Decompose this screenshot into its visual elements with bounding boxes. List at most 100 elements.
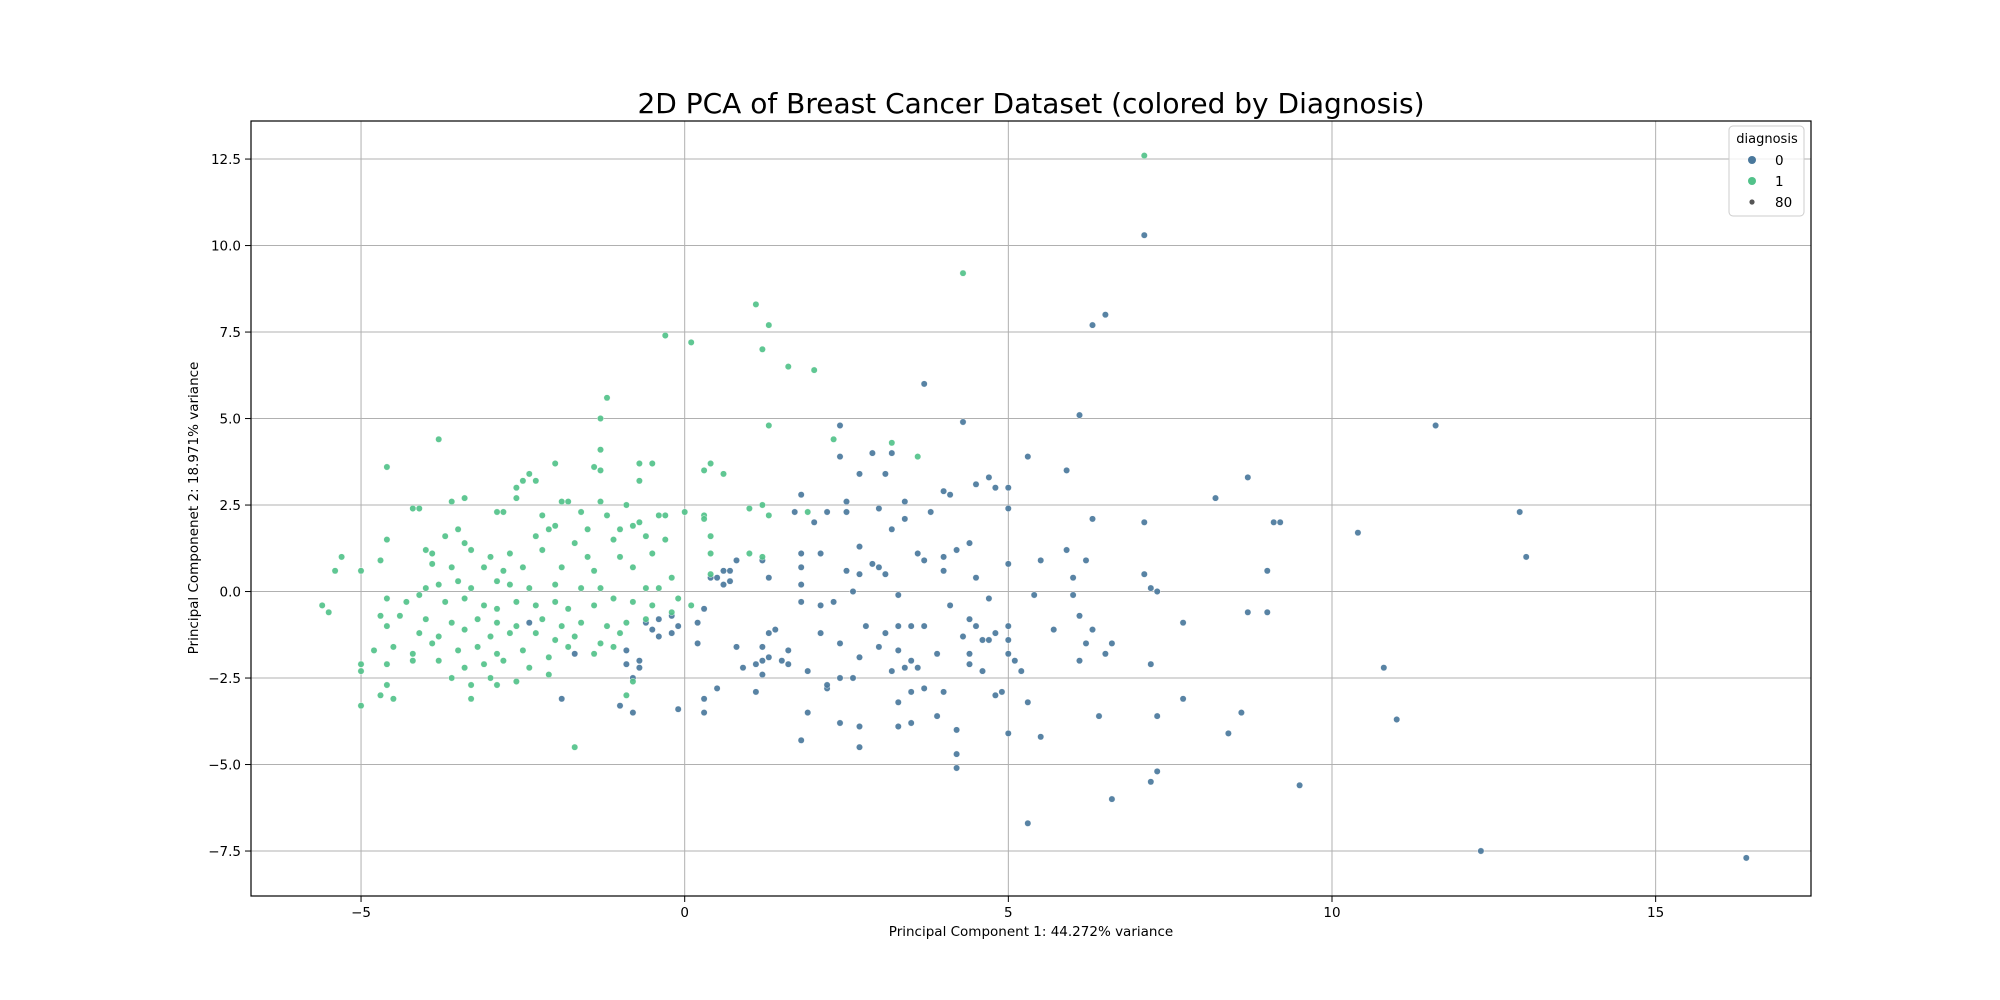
data-point <box>448 498 456 505</box>
y-tick-label: 5.0 <box>220 412 241 428</box>
data-point <box>648 460 656 467</box>
data-point <box>636 664 643 672</box>
data-point <box>499 508 507 516</box>
data-point <box>1393 716 1401 723</box>
legend: diagnosis 0 1 80 <box>1728 125 1805 217</box>
data-point <box>448 563 456 571</box>
data-point <box>966 539 973 547</box>
data-point <box>1082 640 1090 647</box>
data-point <box>493 681 501 689</box>
data-point <box>797 581 805 588</box>
data-point <box>1516 508 1524 516</box>
y-tick-label: 0.0 <box>220 585 241 601</box>
data-point <box>759 657 766 665</box>
data-point <box>318 602 326 609</box>
data-point <box>454 577 462 585</box>
data-point <box>979 636 986 644</box>
legend-marker <box>1749 199 1755 205</box>
data-point <box>953 726 960 734</box>
data-point <box>480 563 488 571</box>
data-point <box>409 505 417 512</box>
legend-label: 80 <box>1775 195 1792 211</box>
data-point <box>1147 584 1155 592</box>
data-point <box>636 518 643 526</box>
data-point <box>441 598 449 606</box>
legend-label: 1 <box>1775 174 1784 190</box>
data-point <box>959 269 967 277</box>
data-point <box>525 664 533 672</box>
y-tick-label: −2.5 <box>208 671 241 687</box>
data-point <box>843 498 850 505</box>
data-point <box>733 643 740 651</box>
data-point <box>869 560 876 568</box>
data-point <box>797 491 805 499</box>
data-point <box>590 602 598 609</box>
data-point <box>894 647 902 654</box>
data-point <box>953 750 960 758</box>
data-point <box>383 622 391 630</box>
data-point <box>894 723 902 730</box>
data-point <box>843 567 850 575</box>
data-point <box>493 577 501 585</box>
data-point <box>694 619 701 627</box>
data-point <box>532 602 540 609</box>
data-point <box>551 598 559 606</box>
data-point <box>927 508 935 516</box>
data-point <box>519 477 527 485</box>
data-point <box>538 512 546 519</box>
data-point <box>700 605 708 613</box>
data-point <box>603 622 611 630</box>
data-point <box>616 525 624 533</box>
data-point <box>1089 515 1096 523</box>
data-point <box>532 532 540 540</box>
data-point <box>888 525 896 533</box>
data-point <box>810 518 818 526</box>
data-point <box>610 595 617 602</box>
data-point <box>849 588 857 595</box>
data-point <box>1004 505 1012 512</box>
data-point <box>422 546 430 554</box>
data-point <box>474 643 481 651</box>
y-tick-label: −5.0 <box>208 758 241 774</box>
data-point <box>564 643 572 651</box>
data-point <box>513 494 520 502</box>
data-point <box>836 719 844 727</box>
data-point <box>629 522 637 530</box>
data-point <box>771 626 779 633</box>
data-point <box>1082 557 1090 564</box>
data-point <box>1037 557 1045 564</box>
y-tick-label: 10.0 <box>211 239 241 255</box>
data-point <box>1076 657 1083 665</box>
data-point <box>525 619 533 627</box>
data-point <box>377 691 384 699</box>
data-point <box>797 736 805 744</box>
data-point <box>325 608 333 616</box>
data-point <box>383 463 391 471</box>
data-point <box>674 622 682 630</box>
data-point <box>389 695 397 703</box>
data-point <box>1140 231 1148 239</box>
data-point <box>506 629 514 637</box>
data-point <box>901 664 909 672</box>
data-point <box>338 553 345 561</box>
data-point <box>1095 712 1103 720</box>
data-point <box>636 657 643 665</box>
data-point <box>856 653 863 661</box>
legend-title: diagnosis <box>1736 132 1798 147</box>
data-point <box>642 584 650 592</box>
data-point <box>661 536 669 543</box>
data-point <box>1147 660 1155 668</box>
data-point <box>661 332 669 339</box>
data-point <box>856 570 863 578</box>
data-point <box>480 660 488 668</box>
data-point <box>836 640 844 647</box>
data-point <box>441 532 449 540</box>
data-point <box>532 477 540 485</box>
data-point <box>687 602 695 609</box>
data-point <box>648 626 656 633</box>
data-point <box>882 470 889 478</box>
data-point <box>519 647 527 654</box>
data-point <box>856 543 863 550</box>
x-tick-label: 0 <box>680 905 689 921</box>
data-point <box>765 574 773 582</box>
